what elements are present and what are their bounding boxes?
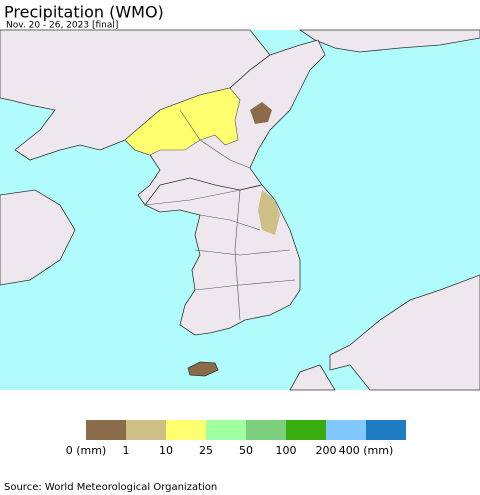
legend-swatch bbox=[286, 420, 326, 440]
japan-land bbox=[289, 274, 480, 391]
jeju bbox=[187, 361, 219, 377]
tan-patch-east bbox=[258, 190, 280, 235]
dry-region-north bbox=[124, 87, 241, 156]
brown-patch-ne bbox=[250, 102, 272, 124]
title: Precipitation (WMO) bbox=[4, 3, 164, 22]
legend-label: 50 bbox=[239, 444, 253, 457]
legend-label: 25 bbox=[199, 444, 213, 457]
legend-label: 10 bbox=[159, 444, 173, 457]
legend-swatch bbox=[246, 420, 286, 440]
russia-land bbox=[298, 29, 480, 53]
source: Source: World Meteorological Organizatio… bbox=[4, 482, 217, 493]
legend-swatch bbox=[86, 420, 126, 440]
map bbox=[0, 29, 480, 391]
legend-label: 200 bbox=[316, 444, 337, 457]
subtitle: Nov. 20 - 26, 2023 [final] bbox=[6, 21, 118, 31]
legend-label: 400 (mm) bbox=[339, 444, 394, 457]
legend-swatch bbox=[166, 420, 206, 440]
legend: 0 (mm) 1 10 25 50 100 200 400 (mm) bbox=[66, 420, 406, 457]
legend-swatch bbox=[126, 420, 166, 440]
legend-swatch bbox=[326, 420, 366, 440]
legend-swatch bbox=[366, 420, 406, 440]
legend-swatch bbox=[206, 420, 246, 440]
legend-label: 100 bbox=[276, 444, 297, 457]
legend-label: 1 bbox=[123, 444, 130, 457]
legend-label: 0 (mm) bbox=[66, 444, 107, 457]
admin-borders bbox=[144, 109, 296, 321]
